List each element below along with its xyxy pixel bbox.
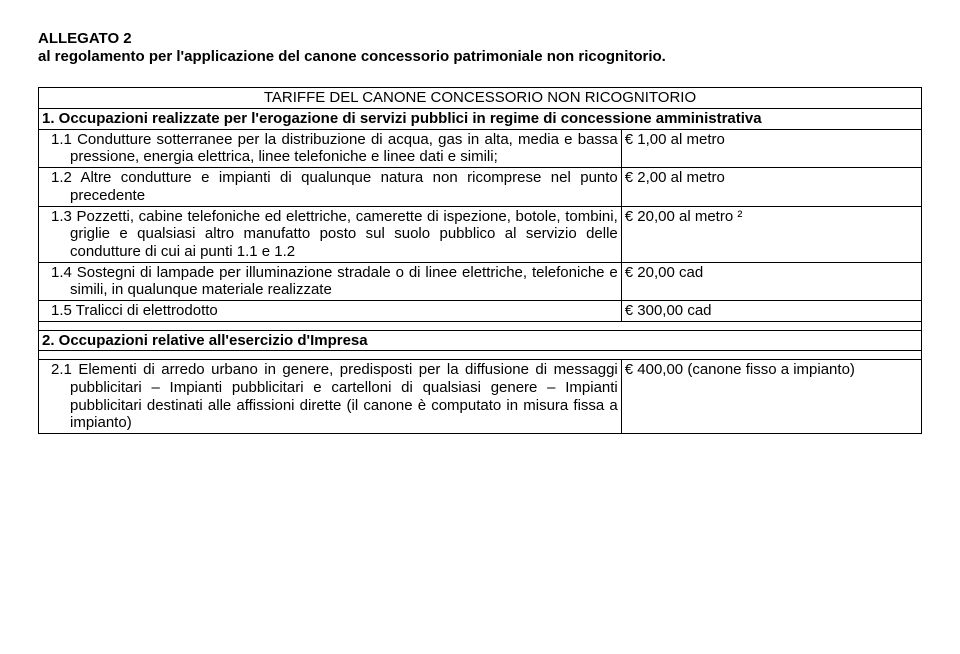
- table-row: 1.5 Tralicci di elettrodotto € 300,00 ca…: [39, 300, 922, 321]
- row-value: € 20,00 al metro ²: [621, 206, 921, 262]
- table-row: 1.3 Pozzetti, cabine telefoniche ed elet…: [39, 206, 922, 262]
- table-row: 1.4 Sostegni di lampade per illuminazion…: [39, 262, 922, 300]
- document-subtitle: al regolamento per l'applicazione del ca…: [38, 48, 922, 66]
- table-heading-row: TARIFFE DEL CANONE CONCESSORIO NON RICOG…: [39, 88, 922, 109]
- table-row: 1.1 Condutture sotterranee per la distri…: [39, 129, 922, 167]
- section-2-title: 2. Occupazioni relative all'esercizio d'…: [39, 330, 922, 351]
- row-text: 1.2 Altre condutture e impianti di qualu…: [42, 169, 618, 204]
- row-text: 1.4 Sostegni di lampade per illuminazion…: [42, 264, 618, 299]
- row-text: 1.5 Tralicci di elettrodotto: [42, 302, 618, 320]
- row-value: € 300,00 cad: [621, 300, 921, 321]
- row-text: 1.1 Condutture sotterranee per la distri…: [42, 131, 618, 166]
- document-title: ALLEGATO 2: [38, 30, 922, 48]
- section-1-title-row: 1. Occupazioni realizzate per l'erogazio…: [39, 109, 922, 130]
- table-row: 2.1 Elementi di arredo urbano in genere,…: [39, 360, 922, 434]
- row-text: 1.3 Pozzetti, cabine telefoniche ed elet…: [42, 208, 618, 261]
- row-value: € 1,00 al metro: [621, 129, 921, 167]
- section-2-title-row: 2. Occupazioni relative all'esercizio d'…: [39, 330, 922, 351]
- row-value: € 20,00 cad: [621, 262, 921, 300]
- spacer-row: [39, 351, 922, 360]
- row-value: € 400,00 (canone fisso a impianto): [621, 360, 921, 434]
- table-heading: TARIFFE DEL CANONE CONCESSORIO NON RICOG…: [39, 88, 922, 109]
- spacer-row: [39, 321, 922, 330]
- row-value: € 2,00 al metro: [621, 168, 921, 206]
- table-row: 1.2 Altre condutture e impianti di qualu…: [39, 168, 922, 206]
- row-text: 2.1 Elementi di arredo urbano in genere,…: [42, 361, 618, 432]
- section-1-title: 1. Occupazioni realizzate per l'erogazio…: [39, 109, 922, 130]
- tariff-table: TARIFFE DEL CANONE CONCESSORIO NON RICOG…: [38, 87, 922, 434]
